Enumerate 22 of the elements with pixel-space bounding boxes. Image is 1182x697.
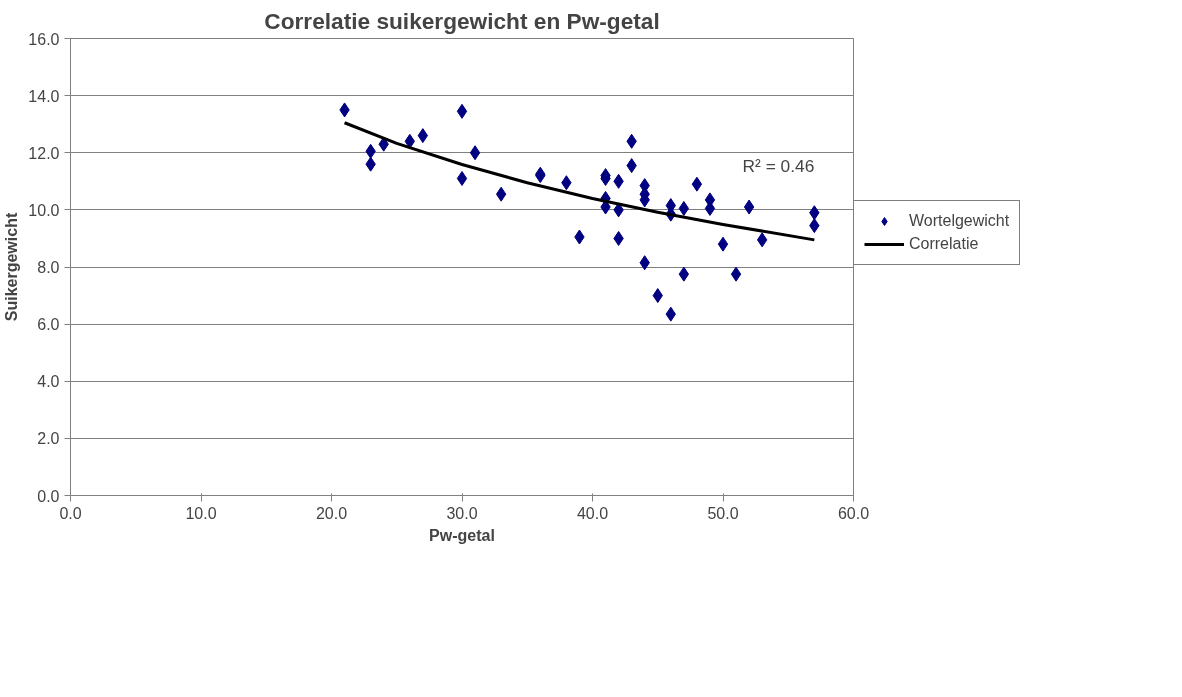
x-tick-label: 30.0	[446, 504, 478, 522]
annotation: R² = 0.46	[742, 155, 815, 176]
legend-label: Wortelgewicht	[909, 212, 1010, 230]
x-axis-title: Pw-getal	[429, 526, 495, 544]
x-tick-label: 20.0	[315, 504, 348, 522]
y-tick-label: 2.0	[37, 430, 60, 448]
chart-title: Correlatie suikergewicht en Pw-getal	[264, 7, 660, 34]
y-axis-title: Suikergewicht	[3, 212, 21, 322]
y-tick-label: 12.0	[28, 144, 60, 162]
x-tick-label: 60.0	[837, 504, 870, 522]
y-tick-label: 8.0	[37, 259, 60, 276]
y-tick-label: 16.0	[28, 30, 60, 48]
x-tick-label: 50.0	[707, 504, 739, 522]
legend-label: Correlatie	[909, 235, 979, 253]
x-tick-label: 10.0	[185, 504, 217, 522]
y-tick-label: 4.0	[37, 373, 60, 391]
x-tick-label: 40.0	[576, 504, 609, 522]
y-tick-label: 6.0	[37, 316, 60, 334]
y-tick-label: 14.0	[28, 87, 60, 105]
x-tick-label: 0.0	[59, 504, 82, 522]
y-tick-label: 0.0	[37, 487, 60, 505]
y-tick-label: 10.0	[28, 201, 60, 219]
